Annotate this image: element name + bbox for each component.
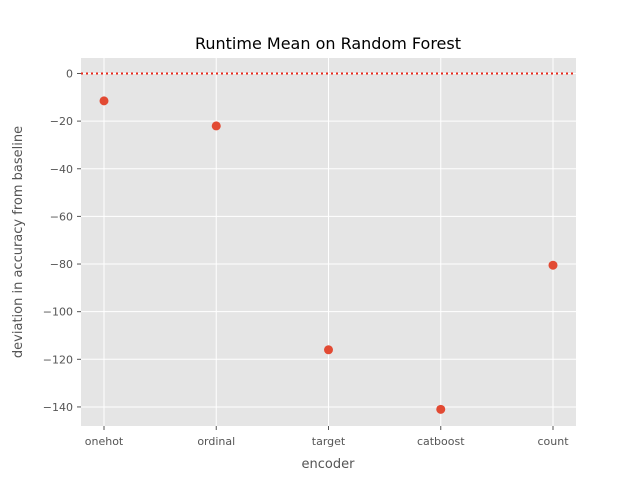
x-tick-label: onehot: [85, 435, 124, 448]
data-point-ordinal: [211, 121, 221, 131]
data-point-target: [324, 345, 333, 355]
x-tick-labels: onehot ordinal target catboost count: [85, 426, 569, 448]
data-point-catboost: [436, 404, 446, 414]
x-tick-label: target: [312, 435, 346, 448]
x-tick-label: ordinal: [197, 435, 235, 448]
data-points: [99, 96, 558, 414]
y-tick-label: −80: [50, 258, 73, 271]
y-tick-label: −120: [43, 353, 73, 366]
y-tick-label: −40: [50, 163, 73, 176]
y-axis-label: deviation in accuracy from baseline: [11, 126, 26, 358]
grid-lines: [81, 58, 576, 426]
x-tick-label: catboost: [417, 435, 465, 448]
y-tick-label: −60: [50, 210, 73, 223]
y-tick-label: −20: [50, 115, 73, 128]
chart-title: Runtime Mean on Random Forest: [195, 34, 461, 53]
y-tick-label: −140: [43, 401, 73, 414]
y-tick-label: 0: [66, 67, 73, 80]
x-axis-label: encoder: [302, 457, 356, 472]
y-tick-labels: 0 −20 −40 −60 −80 −100 −120 −140: [43, 67, 81, 414]
data-point-onehot: [99, 96, 109, 106]
y-tick-label: −100: [43, 306, 73, 319]
data-point-count: [548, 260, 558, 270]
x-tick-label: count: [537, 435, 569, 448]
